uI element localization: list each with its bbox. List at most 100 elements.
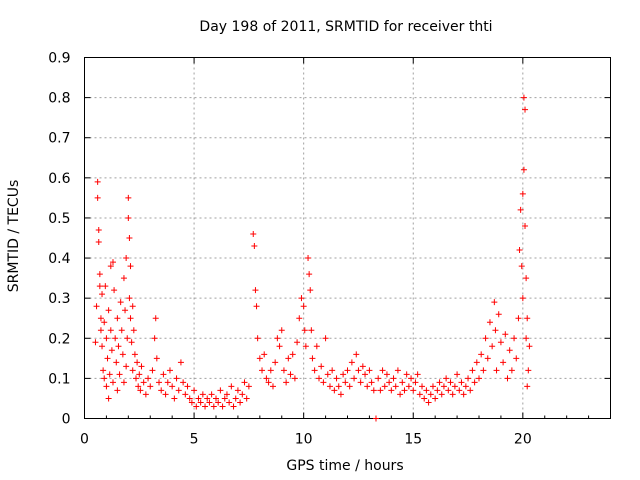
data-point	[390, 375, 397, 382]
data-point	[492, 327, 499, 334]
data-point	[329, 367, 336, 374]
data-points	[92, 94, 533, 422]
data-point	[199, 391, 206, 398]
data-point	[497, 339, 504, 346]
data-point	[307, 287, 314, 294]
data-point	[272, 359, 279, 366]
y-tick-label: 0.9	[48, 51, 70, 67]
data-point	[95, 239, 102, 246]
data-point	[234, 387, 241, 394]
data-point	[447, 379, 454, 386]
data-point	[425, 399, 432, 406]
data-point	[254, 335, 261, 342]
data-point	[152, 315, 159, 322]
data-point	[285, 355, 292, 362]
data-point	[269, 383, 276, 390]
grid-lines	[84, 57, 611, 419]
data-point	[465, 375, 472, 382]
data-point	[443, 375, 450, 382]
data-point	[111, 287, 118, 294]
data-point	[105, 307, 112, 314]
data-point	[153, 355, 160, 362]
data-point	[113, 359, 120, 366]
data-point	[251, 243, 258, 250]
data-point	[313, 343, 320, 350]
data-point	[460, 391, 467, 398]
data-point	[105, 395, 112, 402]
data-point	[213, 395, 219, 402]
data-point	[114, 315, 121, 322]
data-point	[291, 375, 298, 382]
data-point	[467, 387, 474, 394]
data-point	[519, 190, 526, 197]
data-point	[147, 383, 154, 390]
data-point	[495, 311, 502, 318]
data-point	[320, 379, 327, 386]
y-tick-label: 0.1	[48, 371, 70, 387]
data-point	[523, 275, 530, 282]
data-point	[364, 383, 371, 390]
data-point	[333, 375, 340, 382]
data-point	[101, 375, 108, 382]
data-point	[379, 367, 386, 374]
data-point	[403, 371, 410, 378]
data-point	[351, 375, 358, 382]
data-point	[469, 367, 476, 374]
data-point	[107, 327, 114, 334]
data-point	[489, 343, 496, 350]
data-point	[125, 214, 132, 221]
data-point	[519, 295, 526, 302]
data-point	[219, 403, 226, 410]
data-point	[309, 355, 316, 362]
data-point	[331, 387, 338, 394]
data-point	[135, 383, 142, 390]
data-point	[127, 263, 134, 270]
data-point	[252, 287, 259, 294]
y-tick-label: 0.2	[48, 331, 70, 347]
data-point	[162, 391, 169, 398]
data-point	[476, 375, 482, 382]
data-point	[445, 387, 452, 394]
data-point	[296, 315, 303, 322]
data-point	[180, 379, 187, 386]
data-point	[92, 339, 99, 346]
data-point	[123, 363, 130, 370]
data-point	[456, 387, 463, 394]
data-point	[287, 371, 294, 378]
data-point	[526, 343, 533, 350]
data-point	[493, 367, 500, 374]
data-point	[133, 375, 140, 382]
data-point	[434, 387, 441, 394]
data-point	[193, 403, 200, 410]
data-point	[326, 383, 333, 390]
data-point	[518, 263, 525, 270]
data-point	[117, 299, 124, 306]
data-point	[289, 351, 296, 358]
data-point	[397, 391, 404, 398]
data-point	[215, 399, 222, 406]
data-point	[122, 307, 129, 314]
data-point	[454, 371, 461, 378]
data-point	[517, 206, 524, 213]
data-point	[280, 367, 287, 374]
data-point	[100, 367, 107, 374]
data-point	[158, 387, 165, 394]
data-point	[261, 351, 268, 358]
data-point	[137, 387, 144, 394]
x-tick-label: 5	[190, 432, 199, 448]
data-point	[419, 383, 426, 390]
data-point	[197, 399, 204, 406]
data-point	[335, 383, 342, 390]
data-point	[522, 222, 529, 229]
data-point	[103, 335, 110, 342]
data-point	[392, 383, 399, 390]
data-point	[500, 359, 507, 366]
data-point	[223, 391, 230, 398]
data-point	[302, 343, 309, 350]
y-axis-label: SRMTID / TECUs	[6, 180, 22, 293]
data-point	[204, 395, 211, 402]
data-point	[241, 379, 248, 386]
data-point	[414, 371, 421, 378]
data-point	[149, 367, 156, 374]
